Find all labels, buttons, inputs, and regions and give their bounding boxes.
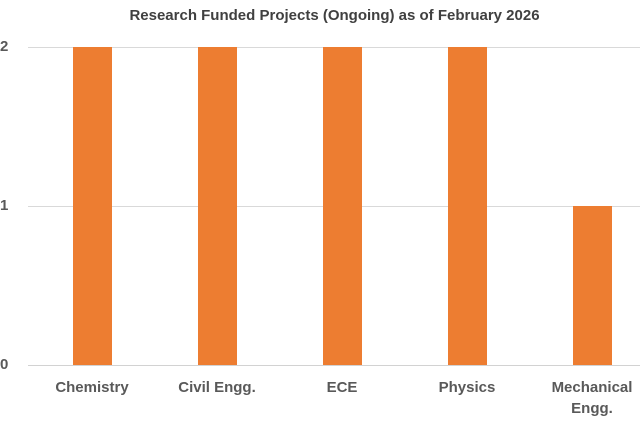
bar-physics bbox=[447, 47, 487, 365]
bar-mechanical-engg bbox=[572, 206, 612, 365]
x-category-label-civil-engg: Civil Engg. bbox=[178, 379, 256, 396]
chart-title: Research Funded Projects (Ongoing) as of… bbox=[129, 7, 540, 24]
y-tick-label-2: 2 bbox=[0, 38, 9, 55]
x-category-label-chemistry: Chemistry bbox=[55, 379, 129, 396]
bar-chemistry bbox=[72, 47, 112, 365]
y-tick-label-0: 0 bbox=[0, 356, 9, 373]
x-category-label-ece: ECE bbox=[326, 379, 358, 396]
bar-civil-engg bbox=[197, 47, 237, 365]
x-category-label-physics: Physics bbox=[438, 379, 496, 396]
x-category-label-mechanical-engg: Mechanical Engg. bbox=[551, 379, 633, 417]
bar-ece bbox=[322, 47, 362, 365]
y-tick-label-1: 1 bbox=[0, 197, 9, 214]
x-axis-line bbox=[28, 364, 640, 366]
